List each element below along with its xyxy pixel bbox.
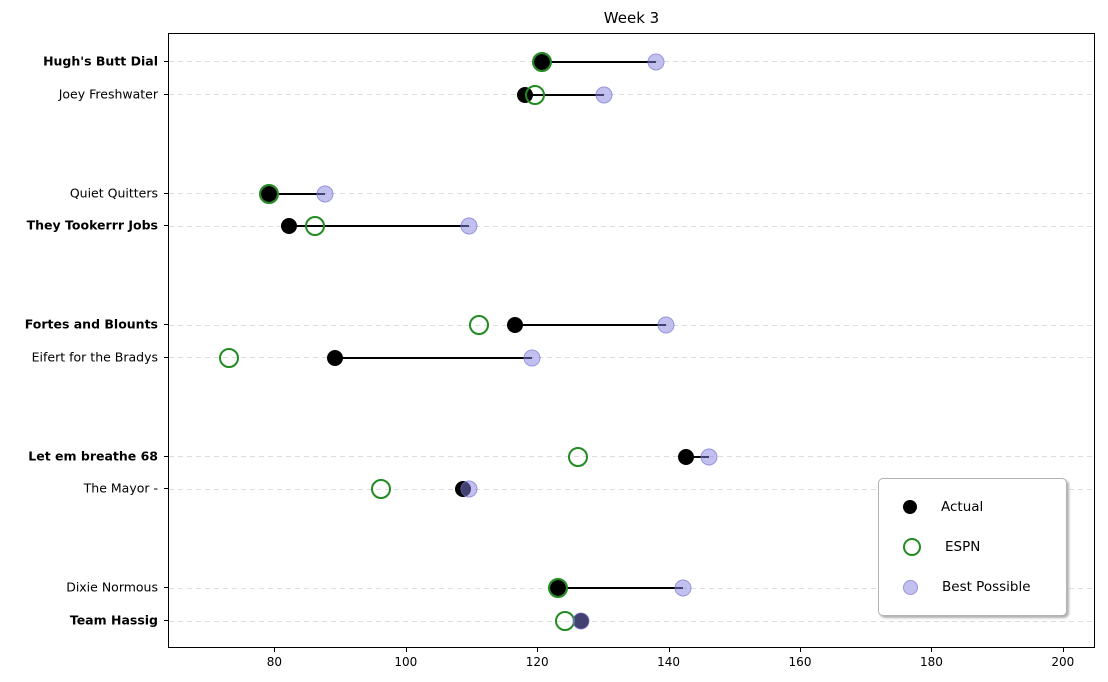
best-possible-marker-icon [903,579,918,595]
team-label: Joey Freshwater [58,86,158,102]
y-tick-mark [164,324,168,326]
espn-marker-icon [903,537,921,556]
actual-point [326,349,343,366]
espn-point [370,479,391,500]
y-tick-mark [164,60,168,62]
y-tick-mark [164,225,168,227]
legend-item-best-possible: Best Possible [879,579,1066,595]
best-possible-point [674,579,692,597]
connector-line [334,356,532,359]
espn-point [531,51,552,72]
y-tick-mark [164,620,168,622]
gridline [169,620,1094,622]
team-label: Eifert for the Bradys [31,349,158,365]
best-possible-point [460,217,478,235]
team-label: Dixie Normous [66,579,158,595]
best-possible-point [572,612,590,630]
gridline [169,94,1094,96]
team-label: Let em breathe 68 [28,448,158,464]
x-tick-label: 180 [919,655,943,669]
espn-point [567,446,588,467]
actual-point [280,218,297,235]
connector-line [525,93,604,96]
y-tick-mark [164,93,168,95]
plot-area [168,33,1095,648]
espn-point [258,183,279,204]
actual-point [507,317,524,334]
legend-item-espn: ESPN [879,537,1066,556]
actual-point [678,448,695,465]
y-tick-mark [164,356,168,358]
team-label: Quiet Quitters [69,185,158,200]
team-label: Hugh's Butt Dial [43,53,158,69]
gridline [169,357,1094,359]
connector-line [686,455,710,458]
connector-line [268,192,325,195]
connector-line [288,225,470,228]
gridline [169,488,1094,490]
connector-line [541,60,657,63]
legend: Actual ESPN Best Possible [878,478,1067,616]
team-label: Team Hassig [69,612,158,628]
x-tick-label: 160 [788,655,812,669]
x-tick-mark [274,648,276,652]
espn-point [524,84,545,105]
x-tick-mark [537,648,539,652]
best-possible-point [523,349,541,367]
legend-label-best-possible: Best Possible [942,579,1031,596]
espn-point [547,578,568,599]
best-possible-point [647,53,665,71]
y-tick-mark [164,192,168,194]
espn-point [219,347,240,368]
espn-point [304,216,325,237]
x-tick-label: 200 [1051,655,1075,669]
x-tick-label: 120 [525,655,549,669]
best-possible-point [595,86,613,104]
best-possible-point [700,448,718,466]
x-tick-label: 140 [657,655,681,669]
gridline [169,193,1094,194]
x-tick-mark [931,648,933,652]
best-possible-point [316,185,334,202]
connector-line [515,324,667,327]
actual-marker-icon [903,499,917,514]
best-possible-point [460,480,478,498]
y-tick-mark [164,587,168,589]
legend-item-actual: Actual [879,499,1066,515]
legend-label-actual: Actual [941,498,984,515]
x-tick-label: 100 [394,655,418,669]
chart-title: Week 3 [603,9,660,27]
team-label: They Tookerrr Jobs [26,217,158,233]
x-tick-mark [668,648,670,652]
best-possible-point [657,316,675,334]
gridline [169,225,1094,227]
team-label: Fortes and Blounts [24,316,158,332]
team-label: The Mayor - [83,480,158,496]
espn-point [469,315,490,336]
gridline [169,456,1094,458]
x-tick-label: 80 [266,655,283,669]
x-tick-mark [1062,648,1064,652]
y-tick-mark [164,455,168,457]
x-tick-mark [405,648,407,652]
legend-label-espn: ESPN [945,538,981,555]
x-tick-mark [800,648,801,652]
y-tick-mark [164,488,168,490]
connector-line [557,587,683,590]
